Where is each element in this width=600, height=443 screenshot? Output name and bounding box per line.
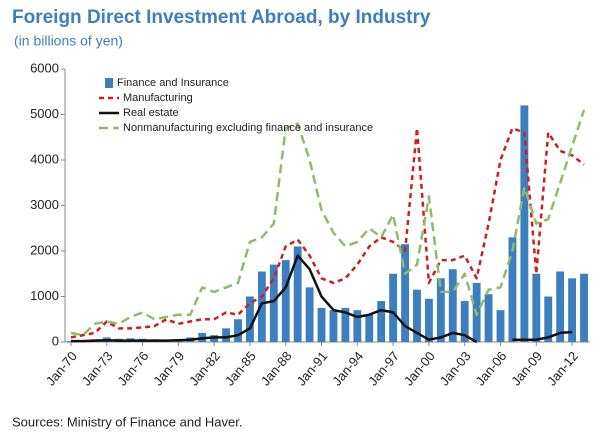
y-tick-label: 4000 — [30, 151, 59, 166]
line-series — [70, 126, 585, 339]
line-series — [71, 254, 573, 344]
chart-subtitle: (in billions of yen) — [14, 33, 123, 49]
legend-label: Real estate — [123, 107, 179, 119]
x-tick-label: Jan-06 — [472, 348, 509, 388]
bar — [341, 307, 350, 342]
bar — [293, 246, 302, 342]
bar — [568, 278, 577, 342]
legend-label: Manufacturing — [123, 92, 193, 104]
y-tick-label: 1000 — [30, 288, 59, 303]
y-tick-label: 0 — [52, 333, 59, 348]
legend-label: Finance and Insurance — [117, 77, 229, 89]
bar — [281, 260, 290, 342]
bar — [484, 294, 493, 342]
x-tick-label: Jan-03 — [437, 348, 474, 388]
bar — [67, 341, 75, 342]
bar — [329, 310, 338, 342]
source-note: Sources: Ministry of Finance and Haver. — [12, 414, 243, 429]
bar — [377, 301, 386, 342]
bar — [580, 273, 588, 342]
y-tick-label: 3000 — [30, 197, 59, 212]
x-tick-label: Jan-79 — [150, 348, 187, 388]
bar — [520, 105, 529, 343]
bar — [305, 287, 314, 342]
bar — [413, 289, 421, 342]
bar — [257, 271, 266, 342]
bar — [424, 298, 433, 342]
bar — [436, 278, 445, 342]
legend-label: Nonmanufacturing excluding finance and i… — [123, 122, 373, 134]
bar — [448, 269, 457, 342]
bar — [365, 314, 374, 342]
bar — [269, 264, 278, 342]
bar — [496, 310, 505, 342]
bar — [246, 296, 254, 342]
x-tick-label: Jan-94 — [329, 348, 366, 388]
x-tick-label: Jan-00 — [401, 348, 438, 388]
x-tick-label: Jan-12 — [544, 348, 581, 388]
y-tick-label: 6000 — [30, 60, 59, 75]
bar — [353, 310, 362, 342]
bar — [234, 319, 242, 342]
bar — [460, 301, 469, 342]
bar — [401, 244, 409, 342]
x-tick-label: Jan-88 — [258, 348, 295, 388]
bar — [389, 273, 398, 342]
x-tick-label: Jan-91 — [293, 348, 330, 388]
x-tick-label: Jan-70 — [43, 348, 80, 388]
x-tick-label: Jan-76 — [114, 348, 151, 388]
y-tick-label: 2000 — [30, 242, 59, 257]
x-tick-label: Jan-09 — [508, 348, 545, 388]
bar — [508, 237, 517, 342]
x-tick-label: Jan-97 — [365, 348, 402, 388]
bar — [317, 307, 326, 342]
bar — [532, 273, 541, 342]
bar — [544, 296, 553, 342]
bar — [556, 271, 565, 342]
legend-swatch — [105, 78, 113, 88]
x-tick-label: Jan-82 — [186, 348, 223, 388]
bar — [222, 328, 231, 342]
chart-title: Foreign Direct Investment Abroad, by Ind… — [12, 7, 431, 28]
x-tick-label: Jan-73 — [79, 348, 116, 388]
y-tick-label: 5000 — [30, 106, 59, 121]
x-tick-label: Jan-85 — [222, 348, 259, 388]
line-series — [70, 109, 586, 337]
